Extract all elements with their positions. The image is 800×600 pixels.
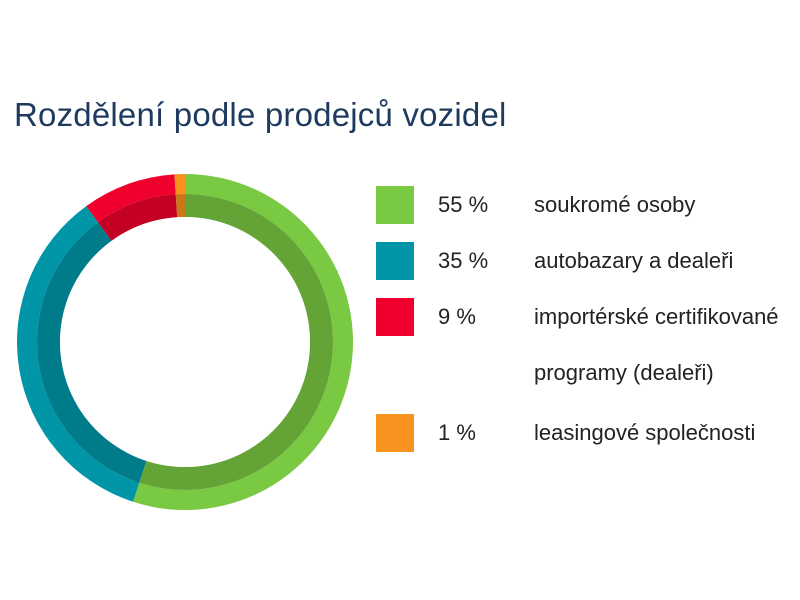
- donut-hole: [60, 217, 310, 467]
- slice-importerske-inner: [98, 194, 178, 241]
- slice-autobazary-inner-shade: [36, 222, 147, 483]
- slice-leasingove: [174, 174, 185, 195]
- legend-value: 9 %: [438, 304, 476, 329]
- slice-importerske-inner-shade: [98, 194, 178, 241]
- legend-label: importérské certifikované programy (deal…: [534, 304, 779, 385]
- slice-importerske: [86, 174, 176, 223]
- legend-value: 1 %: [438, 420, 476, 445]
- legend-value: 35 %: [438, 248, 489, 273]
- inner-ring: [36, 194, 333, 490]
- legend-label: leasingové společnosti: [534, 420, 756, 445]
- chart-title: Rozdělení podle prodejců vozidel: [14, 96, 507, 133]
- outer-ring: [16, 174, 353, 510]
- slice-autobazary-inner: [36, 222, 147, 483]
- legend-swatch: [376, 242, 414, 280]
- legend-swatch: [376, 414, 414, 452]
- slice-autobazary: [16, 206, 140, 502]
- slice-leasingove-inner: [175, 194, 185, 218]
- legend-swatch: [376, 186, 414, 224]
- legend-label: autobazary a dealeři: [534, 248, 734, 273]
- legend-swatch: [376, 298, 414, 336]
- slice-leasingove-inner-shade: [175, 194, 185, 218]
- legend-label: soukromé osoby: [534, 192, 696, 217]
- legend-value: 55 %: [438, 192, 489, 217]
